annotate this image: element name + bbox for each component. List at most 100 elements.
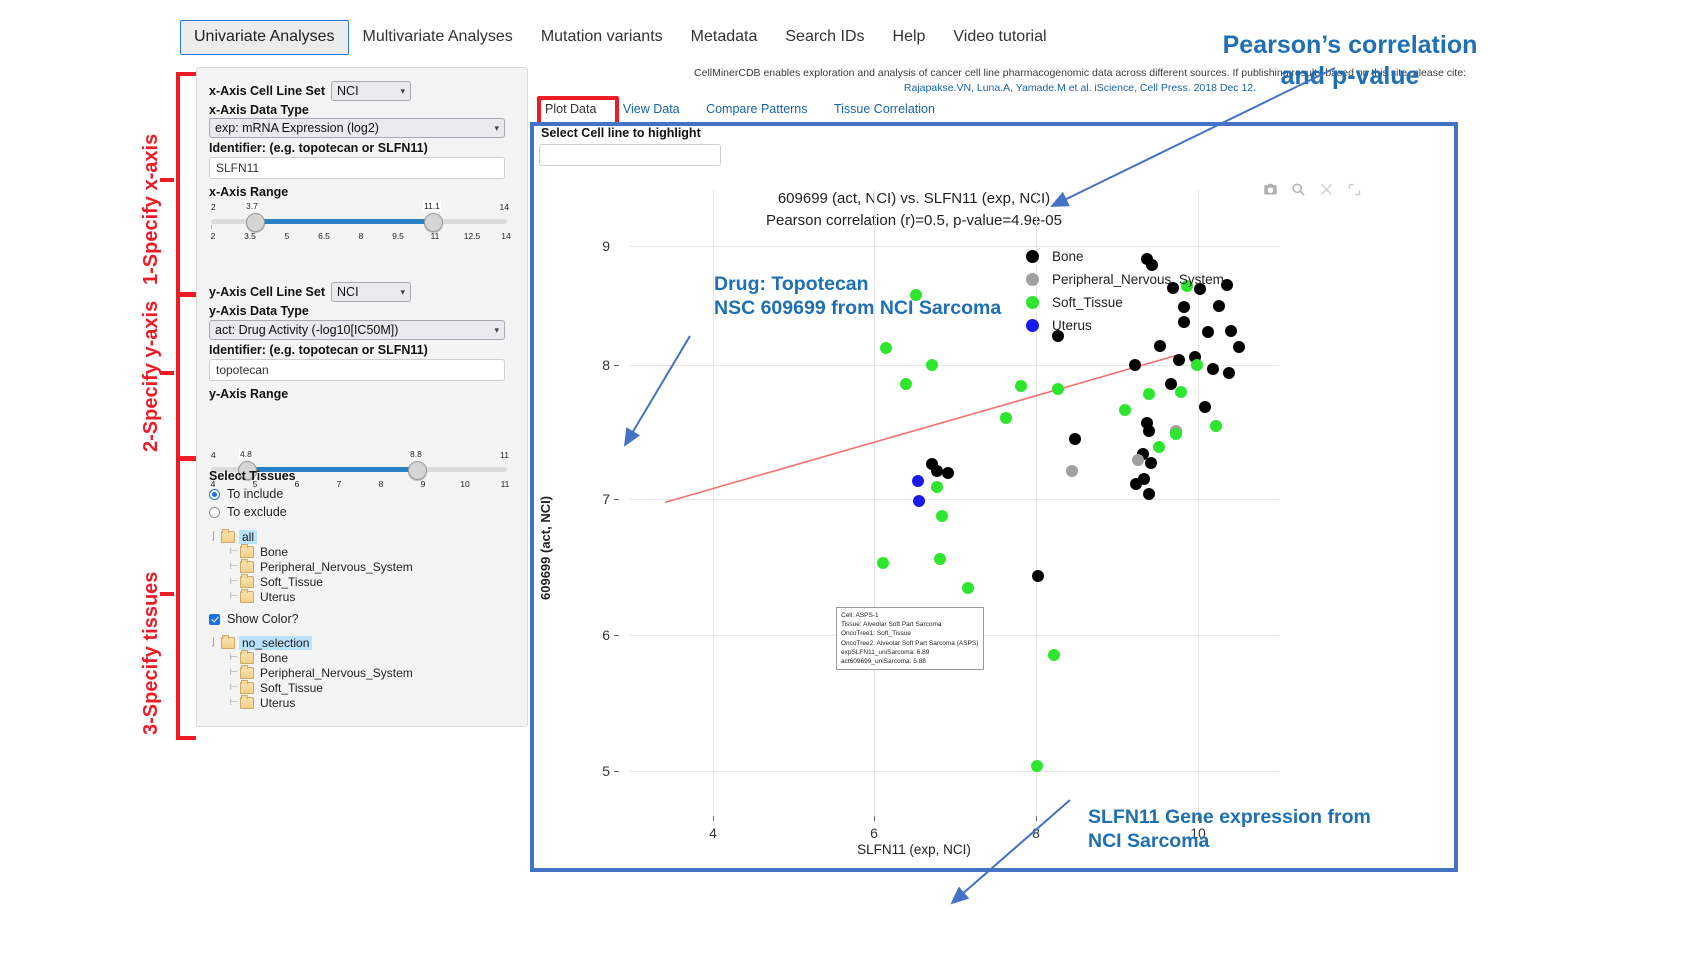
x-axis-identifier-input[interactable] xyxy=(209,157,505,179)
data-point[interactable] xyxy=(1130,477,1143,490)
tissue-tree-include[interactable]: ⌋ all ⊢ Bone ⊢ Peripheral_Nervous_System… xyxy=(211,528,415,604)
data-point[interactable] xyxy=(1048,649,1061,662)
data-point[interactable] xyxy=(1000,411,1013,424)
data-point[interactable] xyxy=(1128,359,1141,372)
data-point[interactable] xyxy=(934,553,947,565)
data-point[interactable] xyxy=(1030,759,1043,772)
data-point[interactable] xyxy=(1143,388,1155,401)
slider-handle-min[interactable] xyxy=(238,461,257,480)
legend-item-uterus[interactable]: Uterus xyxy=(1026,318,1092,333)
data-point[interactable] xyxy=(1232,340,1245,353)
data-point[interactable] xyxy=(1199,401,1212,414)
tab-univariate-analyses[interactable]: Univariate Analyses xyxy=(180,20,349,55)
data-point[interactable] xyxy=(1152,440,1165,453)
data-point[interactable] xyxy=(1165,377,1178,390)
data-point[interactable] xyxy=(931,464,944,477)
legend-item-soft-tissue[interactable]: Soft_Tissue xyxy=(1026,295,1123,310)
data-point[interactable] xyxy=(1220,278,1233,291)
data-point[interactable] xyxy=(1175,385,1188,398)
tissue-tree-no-selection[interactable]: ⌋ no_selection ⊢ Bone ⊢ Peripheral_Nervo… xyxy=(211,634,415,710)
data-point[interactable] xyxy=(926,359,939,372)
subtab-plot-data[interactable]: Plot Data xyxy=(545,102,597,116)
data-point[interactable] xyxy=(1224,325,1237,337)
data-point[interactable] xyxy=(1212,299,1225,312)
tree-root-no-selection[interactable]: ⌋ no_selection xyxy=(211,634,415,650)
data-point[interactable] xyxy=(1178,315,1191,328)
data-point[interactable] xyxy=(1154,339,1167,352)
y-axis-range-slider[interactable]: 4 11 4.8 8.8 4 5 6 7 8 9 10 11 xyxy=(209,449,509,495)
show-color-checkbox[interactable]: Show Color? xyxy=(209,612,299,626)
data-point[interactable] xyxy=(1052,383,1065,395)
x-axis-range-slider[interactable]: 2 14 3.7 11.1 2 3.5 5 6.5 8 9.5 11 12.5 … xyxy=(209,201,511,247)
data-point[interactable] xyxy=(899,377,912,390)
data-point[interactable] xyxy=(931,480,944,493)
tree-item-peripheral-nervous-system[interactable]: ⊢ Peripheral_Nervous_System xyxy=(228,558,415,574)
data-point[interactable] xyxy=(876,556,889,569)
data-point[interactable] xyxy=(1223,367,1236,380)
y-axis-identifier-input[interactable] xyxy=(209,359,505,381)
x-axis-cell-line-set-select[interactable]: NCI ▾ xyxy=(331,81,412,101)
slider-handle-max[interactable] xyxy=(424,213,443,232)
data-point[interactable] xyxy=(1069,433,1082,446)
data-point[interactable] xyxy=(1172,354,1185,366)
tab-metadata[interactable]: Metadata xyxy=(690,28,758,45)
data-point[interactable] xyxy=(910,289,923,302)
bracket-2-tick xyxy=(160,371,174,375)
data-point[interactable] xyxy=(1194,282,1207,295)
data-point[interactable] xyxy=(913,495,926,508)
tab-help[interactable]: Help xyxy=(892,28,926,45)
data-point[interactable] xyxy=(1144,456,1157,469)
data-point[interactable] xyxy=(935,509,948,522)
data-point[interactable] xyxy=(1052,330,1065,343)
data-point[interactable] xyxy=(1210,419,1223,432)
legend-item-bone[interactable]: Bone xyxy=(1026,249,1084,264)
subtab-tissue-correlation[interactable]: Tissue Correlation xyxy=(833,102,935,116)
radio-to-include[interactable]: To include xyxy=(209,487,287,501)
data-point[interactable] xyxy=(1191,359,1204,372)
radio-to-exclude[interactable]: To exclude xyxy=(209,505,287,519)
tree2-item-uterus[interactable]: ⊢ Uterus xyxy=(228,694,415,710)
data-point[interactable] xyxy=(1202,326,1215,339)
tab-mutation-variants[interactable]: Mutation variants xyxy=(540,28,663,45)
data-point[interactable] xyxy=(1014,380,1027,393)
tree-toggle-icon[interactable]: ⌋ xyxy=(211,637,215,648)
autoscale-icon[interactable] xyxy=(1347,182,1362,197)
data-point[interactable] xyxy=(961,582,974,594)
data-point[interactable] xyxy=(1170,427,1183,440)
subtab-view-data[interactable]: View Data xyxy=(622,102,680,116)
bracket-2 xyxy=(176,293,196,461)
tree2-item-bone[interactable]: ⊢ Bone xyxy=(228,649,415,665)
tree-root-all[interactable]: ⌋ all xyxy=(211,528,415,544)
slider-handle-min[interactable] xyxy=(246,213,265,232)
tree-toggle-icon[interactable]: ⌋ xyxy=(211,531,215,542)
data-point[interactable] xyxy=(1180,280,1193,293)
tree-item-uterus[interactable]: ⊢ Uterus xyxy=(228,588,415,604)
data-point[interactable] xyxy=(1131,454,1144,467)
data-point[interactable] xyxy=(1167,281,1180,294)
data-point[interactable] xyxy=(1065,464,1078,477)
legend-item-peripheral-nervous-system[interactable]: Peripheral_Nervous_System xyxy=(1026,272,1224,287)
highlight-cell-line-input[interactable] xyxy=(539,144,721,166)
subtab-compare-patterns[interactable]: Compare Patterns xyxy=(706,102,808,116)
slider-handle-max[interactable] xyxy=(408,461,427,480)
tab-search-ids[interactable]: Search IDs xyxy=(785,28,865,45)
data-point[interactable] xyxy=(1178,301,1191,314)
tab-video-tutorial[interactable]: Video tutorial xyxy=(953,28,1047,45)
y-axis-data-type-select[interactable]: act: Drug Activity (-log10[IC50M]) ▾ xyxy=(209,320,505,340)
tree2-item-peripheral-nervous-system[interactable]: ⊢ Peripheral_Nervous_System xyxy=(228,664,415,680)
tree-item-bone[interactable]: ⊢ Bone xyxy=(228,543,415,559)
data-point[interactable] xyxy=(911,475,924,488)
data-point[interactable] xyxy=(1143,425,1155,438)
data-point[interactable] xyxy=(1143,488,1155,501)
data-point[interactable] xyxy=(1118,404,1131,417)
x-axis-data-type-select[interactable]: exp: mRNA Expression (log2) ▾ xyxy=(209,118,505,138)
data-point[interactable] xyxy=(1207,363,1220,376)
data-point[interactable] xyxy=(1032,570,1045,583)
data-point[interactable] xyxy=(879,342,892,355)
data-point[interactable] xyxy=(1146,259,1159,272)
tree-item-soft-tissue[interactable]: ⊢ Soft_Tissue xyxy=(228,573,415,589)
tree2-item-soft-tissue[interactable]: ⊢ Soft_Tissue xyxy=(228,679,415,695)
tab-multivariate-analyses[interactable]: Multivariate Analyses xyxy=(362,28,513,45)
y-axis-cell-line-set-select[interactable]: NCI ▾ xyxy=(331,282,412,302)
data-point[interactable] xyxy=(942,467,955,480)
